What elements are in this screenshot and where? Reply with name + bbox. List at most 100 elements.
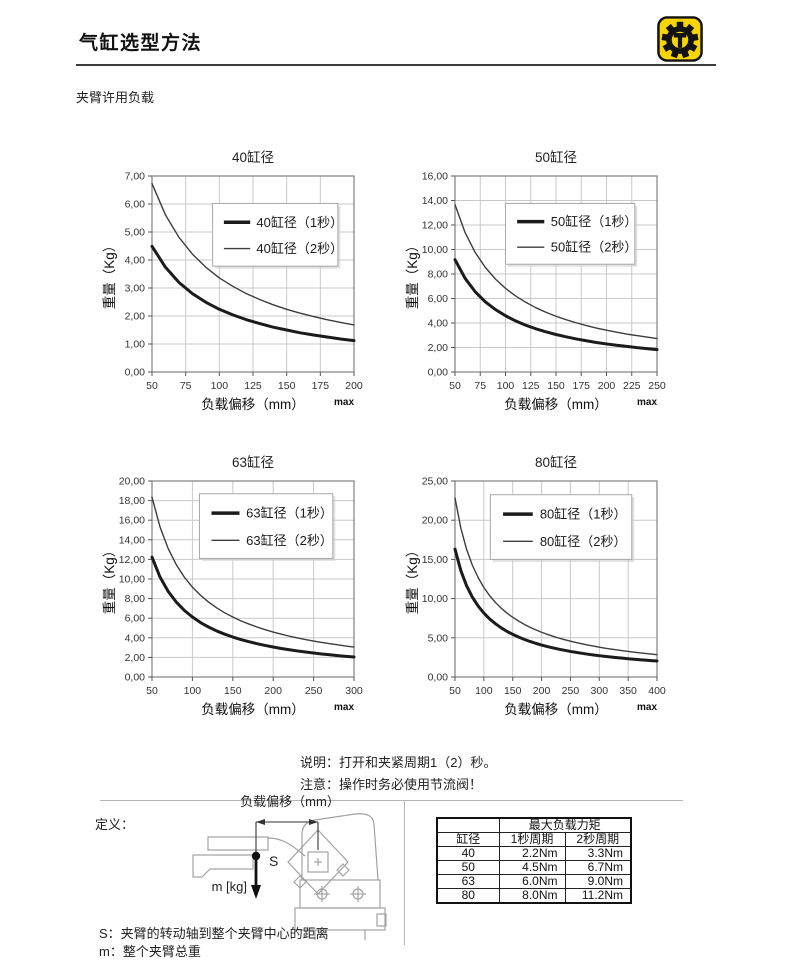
y-tick-label: 14,00 (422, 195, 448, 207)
y-tick-label: 5,00 (428, 632, 449, 644)
y-tick-label: 25,00 (422, 476, 448, 488)
torque-cell: 6.7Nm (564, 860, 632, 875)
y-axis-label: 重量（Kg） (405, 239, 420, 310)
legend-box (489, 494, 633, 560)
y-tick-label: 4,00 (125, 255, 146, 267)
torque-cell: 9.0Nm (564, 874, 632, 889)
legend-box (198, 493, 334, 559)
y-tick-label: 6,00 (428, 293, 449, 305)
bore-cell: 63 (436, 874, 500, 889)
chart-63-plot: 50 100 150 200 250 300 0,00 2,00 4,00 6,00 8,00 10,… (102, 476, 363, 718)
empty-cell (436, 817, 500, 833)
y-tick-label: 4,00 (125, 632, 146, 644)
x-tick-label: 250 (562, 685, 580, 697)
bore-cell: 80 (436, 888, 500, 904)
y-tick-label: 16,00 (422, 171, 448, 183)
legend-label: 40缸径（2秒） (256, 241, 343, 256)
note-cycle: 说明：打开和夹紧周期1（2）秒。 (300, 755, 497, 770)
y-tick-label: 8,00 (125, 593, 146, 605)
curve-1s (453, 547, 659, 663)
m-description: m：整个夹臂总重 (99, 944, 201, 959)
section-subtitle: 夹臂许用负载 (76, 90, 155, 105)
y-tick-label: 12,00 (119, 554, 145, 566)
max-label: max (334, 397, 354, 408)
chart-title: 63缸径 (231, 455, 275, 470)
legend-label: 63缸径（1秒） (246, 506, 333, 521)
y-tick-label: 0,00 (428, 367, 449, 379)
s-point-label: S (269, 853, 278, 869)
chart-50-cell: 50缸径 50 75 100 125 150 175 200 225 250 0,00 2,00 4,… (403, 146, 683, 423)
x-tick-label: 50 (449, 685, 461, 697)
bore-cell: 40 (436, 846, 500, 861)
offset-dimension-label: 负载偏移（mm） (240, 794, 340, 809)
x-tick-label: 200 (264, 685, 282, 697)
x-tick-label: 100 (475, 685, 493, 697)
torque-cell: 4.5Nm (498, 860, 566, 875)
y-tick-label: 2,00 (125, 652, 146, 664)
torque-cell: 2.2Nm (498, 846, 566, 861)
y-tick-label: 20,00 (119, 476, 145, 488)
chart-title: 40缸径 (231, 150, 275, 165)
torque-cell: 3.3Nm (564, 846, 632, 861)
chart-title: 50缸径 (534, 150, 578, 165)
page-title: 气缸选型方法 (79, 33, 203, 54)
x-tick-label: 250 (305, 685, 323, 697)
clamp-diagram: 负载偏移（mm） S m [kg] (192, 794, 387, 940)
x-tick-label: 100 (184, 685, 202, 697)
offset-arrow (255, 821, 319, 852)
curve-2s (151, 496, 355, 648)
x-tick-label: 200 (345, 380, 363, 392)
col-header-2s: 2秒周期 (564, 832, 632, 847)
x-tick-label: 100 (497, 380, 515, 392)
clamp-sketch (192, 813, 387, 940)
arrowhead-right (309, 819, 318, 825)
x-tick-label: 200 (533, 685, 551, 697)
brand-logo (657, 16, 703, 62)
x-tick-label: 150 (504, 685, 522, 697)
y-axis-label: 重量（Kg） (102, 544, 117, 615)
gear-logo-icon (657, 16, 703, 62)
x-axis-label: 负载偏移（mm） (504, 397, 608, 412)
curve-1s (150, 555, 356, 659)
legend-label: 50缸径（1秒） (551, 214, 638, 229)
legend-label: 40缸径（1秒） (256, 215, 343, 230)
table-row: 80 8.0Nm 11.2Nm (436, 888, 632, 904)
arrowhead-left (256, 819, 265, 825)
y-tick-label: 8,00 (428, 269, 449, 281)
table-row: 50 4.5Nm 6.7Nm (436, 860, 632, 875)
x-tick-label: 400 (648, 685, 666, 697)
max-torque-table: 最大负载力矩 缸径 1秒周期 2秒周期 40 2.2Nm 3.3Nm 50 4.5Nm 6… (436, 817, 632, 904)
max-label: max (637, 397, 657, 408)
x-tick-label: 50 (449, 380, 461, 392)
x-axis-label: 负载偏移（mm） (201, 397, 305, 412)
x-tick-label: 225 (623, 380, 641, 392)
curve-2s (151, 182, 355, 326)
x-tick-label: 300 (345, 685, 363, 697)
y-tick-label: 6,00 (125, 613, 146, 625)
x-tick-label: 150 (224, 685, 242, 697)
legend-label: 80缸径（1秒） (540, 507, 627, 522)
y-tick-label: 7,00 (125, 171, 146, 183)
y-tick-label: 0,00 (125, 367, 146, 379)
chart-50-plot: 50 75 100 125 150 175 200 225 250 0,00 2,00 4,00 6,0… (405, 171, 666, 413)
plot-border (454, 480, 658, 678)
y-tick-label: 2,00 (428, 342, 449, 354)
note-caution: 注意：操作时务必使用节流阀！ (300, 777, 483, 792)
y-tick-label: 4,00 (428, 318, 449, 330)
max-label: max (637, 702, 657, 713)
y-tick-label: 10,00 (119, 574, 145, 586)
y-axis-label: 重量（Kg） (102, 239, 117, 310)
x-tick-label: 125 (522, 380, 540, 392)
y-tick-label: 10,00 (422, 593, 448, 605)
x-tick-label: 200 (598, 380, 616, 392)
x-tick-label: 125 (244, 380, 262, 392)
chart-63-cell: 63缸径 50 100 150 200 250 300 0,00 2,00 4,00 6,00 8,… (100, 451, 380, 728)
curve-1s (453, 258, 659, 352)
legend-label: 63缸径（2秒） (246, 533, 333, 548)
x-axis-label: 负载偏移（mm） (201, 702, 305, 717)
table-header-row: 缸径 1秒周期 2秒周期 (436, 832, 632, 847)
x-tick-label: 75 (180, 380, 192, 392)
s-description: S：夹臂的转动轴到整个夹臂中心的距离 (99, 926, 329, 941)
mass-label: m [kg] (212, 879, 247, 894)
max-label: max (334, 702, 354, 713)
